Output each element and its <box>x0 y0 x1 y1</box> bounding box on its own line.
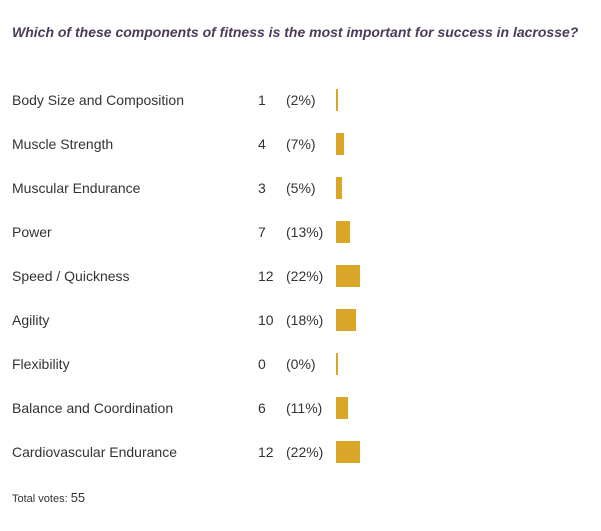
option-vote-percent: (7%) <box>286 136 316 152</box>
option-vote-count: 3 <box>258 180 266 196</box>
poll-option-row: Muscular Endurance 3 (5%) <box>0 166 601 210</box>
option-vote-percent: (22%) <box>286 444 324 460</box>
option-vote-bar <box>336 353 338 375</box>
total-votes: Total votes: 55 <box>12 490 85 505</box>
option-label: Balance and Coordination <box>12 400 174 416</box>
poll-option-row: Balance and Coordination 6 (11%) <box>0 386 601 430</box>
option-vote-count: 0 <box>258 356 266 372</box>
option-label: Speed / Quickness <box>12 268 130 284</box>
option-label: Muscular Endurance <box>12 180 141 196</box>
option-vote-count: 7 <box>258 224 266 240</box>
poll-option-row: Agility 10 (18%) <box>0 298 601 342</box>
option-label: Flexibility <box>12 356 70 372</box>
poll-option-row: Speed / Quickness 12 (22%) <box>0 254 601 298</box>
option-vote-percent: (2%) <box>286 92 316 108</box>
option-label: Power <box>12 224 52 240</box>
option-vote-count: 12 <box>258 444 274 460</box>
poll-option-row: Body Size and Composition 1 (2%) <box>0 78 601 122</box>
total-votes-label: Total votes: <box>12 493 68 505</box>
poll-option-row: Power 7 (13%) <box>0 210 601 254</box>
poll-option-row: Cardiovascular Endurance 12 (22%) <box>0 430 601 474</box>
option-vote-percent: (5%) <box>286 180 316 196</box>
option-label: Cardiovascular Endurance <box>12 444 177 460</box>
option-vote-count: 4 <box>258 136 266 152</box>
option-vote-count: 6 <box>258 400 266 416</box>
option-label: Agility <box>12 312 50 328</box>
poll-option-row: Flexibility 0 (0%) <box>0 342 601 386</box>
option-vote-count: 10 <box>258 312 274 328</box>
option-vote-bar <box>336 309 356 331</box>
total-votes-count: 55 <box>70 490 86 505</box>
option-vote-bar <box>336 221 350 243</box>
option-label: Body Size and Composition <box>12 92 184 108</box>
option-vote-percent: (11%) <box>286 400 323 416</box>
option-label: Muscle Strength <box>12 136 114 152</box>
option-vote-bar <box>336 397 348 419</box>
option-vote-bar <box>336 133 344 155</box>
poll-option-row: Muscle Strength 4 (7%) <box>0 122 601 166</box>
poll-question: Which of these components of fitness is … <box>12 24 579 40</box>
option-vote-count: 1 <box>258 92 266 108</box>
option-vote-percent: (13%) <box>286 224 324 240</box>
option-vote-bar <box>336 441 360 463</box>
option-vote-bar <box>336 177 342 199</box>
option-vote-percent: (0%) <box>286 356 316 372</box>
option-vote-bar <box>336 265 360 287</box>
option-vote-count: 12 <box>258 268 274 284</box>
option-vote-percent: (18%) <box>286 312 324 328</box>
option-vote-percent: (22%) <box>286 268 324 284</box>
option-vote-bar <box>336 89 338 111</box>
poll-options-list: Body Size and Composition 1 (2%) Muscle Str… <box>0 78 601 474</box>
